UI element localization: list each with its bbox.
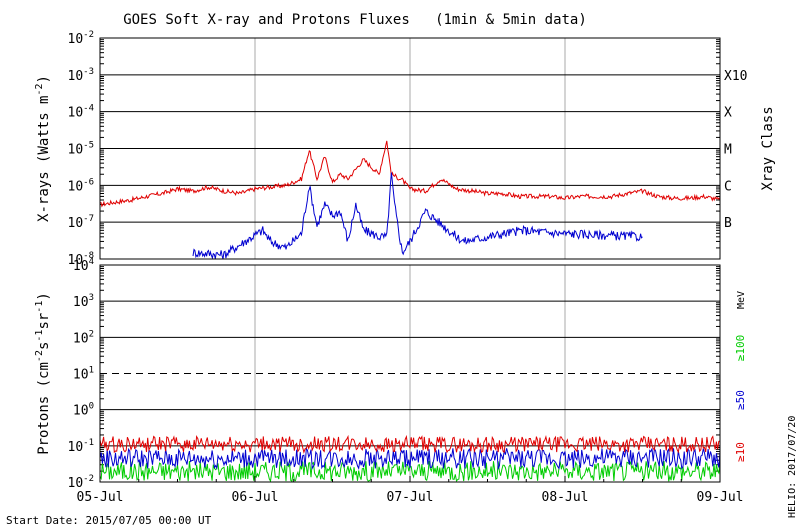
x-tick-label: 08-Jul [542,490,589,505]
x-axis: 05-Jul 06-Jul 07-Jul 08-Jul 09-Jul [77,476,744,505]
xray-class-label: X10 [724,69,747,84]
xray-y-tick-label: 10-4 [68,104,95,121]
start-date: Start Date: 2015/07/05 00:00 UT [6,514,212,527]
xray-y-tick-label: 10-6 [68,177,95,194]
x-tick-label: 05-Jul [77,490,124,505]
xray-y-tick-label: 10-8 [68,251,95,268]
xray-y-label: X-rays (Watts m-2) [34,75,52,222]
xray-class-label: M [724,143,732,158]
credit-label: HELIO: 2017/07/20 [787,416,798,518]
proton-y-tick-label: 101 [73,366,94,383]
proton-legend-entry: ≥100 [734,335,747,362]
xray-class-title: Xray Class [760,106,776,190]
proton-y-tick-label: 10-1 [68,438,95,455]
proton-y-tick-label: 102 [73,329,94,346]
xray-y-tick-label: 10-5 [68,141,95,158]
chart-title: GOES Soft X-ray and Protons Fluxes (1min… [123,12,587,28]
proton-y-label: Protons (cm-2s-1sr-1) [34,292,52,455]
xray-class-label: B [724,216,732,231]
x-tick-label: 07-Jul [387,490,434,505]
proton-legend-entry: ≥50 [734,390,747,410]
proton-series-line [99,434,721,454]
xray-y-tick-label: 10-7 [68,214,95,231]
proton-panel: 104 103 102 101 100 10-1 10-2 Protons (cm-2s-1s… [34,257,747,491]
proton-y-tick-label: 103 [73,293,94,310]
xray-class-label: X [724,106,732,121]
xray-series-short [192,172,643,260]
x-tick-label: 09-Jul [697,490,744,505]
proton-y-tick-label: 10-2 [68,474,95,491]
proton-y-tick-label: 100 [73,402,94,419]
proton-unit-label: MeV [736,291,747,309]
xray-class-label: C [724,179,732,194]
xray-y-tick-label: 10-2 [68,30,95,47]
xray-panel: 10-2 10-3 10-4 10-5 10-6 10-7 10-8 X-rays (Watt… [34,30,776,268]
xray-frame [99,37,721,260]
xray-series-long [99,140,721,208]
proton-series-line [99,446,721,471]
proton-legend-entry: ≥10 [734,442,747,462]
x-tick-label: 06-Jul [232,490,279,505]
xray-y-tick-label: 10-3 [68,67,95,84]
proton-y-tick-label: 104 [73,257,94,274]
